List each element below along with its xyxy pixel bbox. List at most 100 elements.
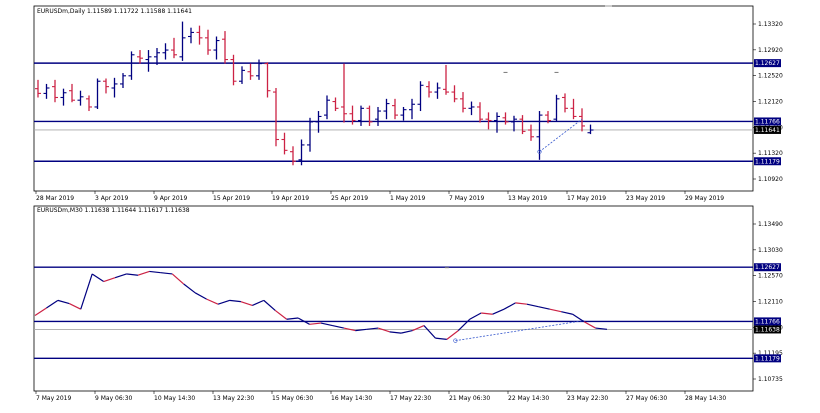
level-price-tag [754,157,781,166]
date-tick-label: 13 May 2019 [508,195,547,202]
price-line-segment [515,302,527,305]
price-tick-label: 1.11320 [758,150,783,157]
price-tick-label: 1.12570 [758,273,783,280]
date-tick-label: 28 Mar 2019 [36,195,74,202]
price-line-segment [355,328,367,332]
level-price-label: 1.11766 [755,318,780,325]
price-line-segment [286,317,299,320]
trendline [455,320,585,342]
price-line-segment [69,302,82,310]
price-tick-label: 1.12120 [758,99,783,106]
daily-chart-frame[interactable] [33,5,754,192]
level-price-tag [754,317,781,326]
price-line-segment [446,330,459,340]
level-price-label: 1.12627 [755,60,780,67]
date-tick-label: 7 May 2019 [36,395,71,402]
daily-chart-title: EURUSDm,Daily 1.11589 1.11722 1.11588 1.… [37,8,192,15]
m30-horizontal-levels: 1.12627 1.11766 1.11179 1.11638 [34,263,781,363]
m30-date-axis: 7 May 2019 9 May 06:30 10 May 14:30 13 May … [35,391,726,402]
price-line-segment [309,322,322,325]
price-line-segment [549,308,562,313]
level-price-tag [754,117,781,126]
level-price-label: 1.11179 [755,355,780,362]
current-price-tag [754,125,781,134]
date-tick-label: 28 May 14:30 [685,395,726,402]
price-tick-label: 1.13030 [758,247,783,254]
current-price-tag [754,325,781,334]
price-line-segment [171,273,185,285]
price-line-segment [46,299,59,309]
daily-horizontal-levels: 1.12627 1.11766 1.11179 1.11641 [34,59,781,166]
price-line-segment [503,302,516,310]
price-line-segment [103,277,116,283]
price-line-segment [400,330,413,334]
price-line-segment [469,312,482,320]
price-tick-label: 1.11195 [758,350,783,357]
price-line-segment [572,313,585,323]
current-price-label: 1.11641 [755,127,780,134]
price-line-segment [435,337,447,340]
date-tick-label: 21 May 06:30 [449,395,490,402]
price-line-segment [561,311,573,315]
price-line-segment [34,307,47,316]
price-line-segment [412,325,425,332]
price-tick-label: 1.13320 [758,21,783,28]
price-tick-label: 1.13490 [758,221,783,228]
price-line-segment [126,273,139,276]
price-line-segment [91,273,104,283]
price-line-segment [229,299,241,303]
price-line-segment [389,331,402,334]
level-price-label: 1.12627 [755,264,780,271]
price-line-segment [297,317,310,325]
price-tick-label: 1.12920 [758,47,783,54]
price-line-segment [526,303,539,308]
price-line-segment [206,298,219,305]
date-tick-label: 19 Apr 2019 [272,195,309,202]
m30-trendline [444,267,585,343]
price-line-segment [595,327,608,330]
daily-trendline [537,118,583,154]
m30-chart-frame[interactable] [33,205,754,392]
price-line-segment [183,283,196,294]
m30-chart-title: EURUSDm,M30 1.11638 1.11644 1.11617 1.11… [37,207,190,214]
date-tick-label: 15 Apr 2019 [213,195,250,202]
trendline-anchor [453,338,458,343]
price-line-segment [252,299,265,306]
m30-price-line [34,270,608,340]
price-line-segment [263,299,276,311]
price-line-segment [114,273,127,279]
price-line-segment [583,321,596,329]
date-tick-label: 22 May 14:30 [508,395,549,402]
date-tick-label: 29 May 2019 [685,195,724,202]
price-line-segment [160,272,173,275]
price-line-segment [137,270,150,276]
date-tick-label: 27 May 06:30 [626,395,667,402]
date-tick-label: 9 Apr 2019 [154,195,187,202]
daily-ohlc-bars [35,21,594,166]
price-tick-label: 1.12110 [758,299,783,306]
trendline [539,118,583,153]
price-line-segment [240,301,253,306]
level-price-tag [754,263,781,272]
date-tick-label: 16 May 14:30 [331,395,372,402]
trendline-anchor [537,149,542,154]
date-tick-label: 25 Apr 2019 [331,195,368,202]
level-price-tag [754,59,781,68]
date-tick-label: 17 May 22:30 [390,395,431,402]
current-price-label: 1.11638 [755,326,780,333]
price-line-segment [274,309,288,320]
price-line-segment [332,324,345,329]
date-tick-label: 13 May 22:30 [213,395,254,402]
price-line-segment [343,327,356,332]
price-line-segment [57,299,70,305]
price-line-segment [217,299,230,305]
price-line-segment [457,318,471,332]
date-tick-label: 10 May 14:30 [154,395,195,402]
price-tick-label: 1.10920 [758,176,783,183]
date-tick-label: 7 May 2019 [449,195,484,202]
price-line-segment [80,273,93,310]
date-tick-label: 23 May 2019 [626,195,665,202]
date-tick-label: 9 May 06:30 [95,395,133,402]
